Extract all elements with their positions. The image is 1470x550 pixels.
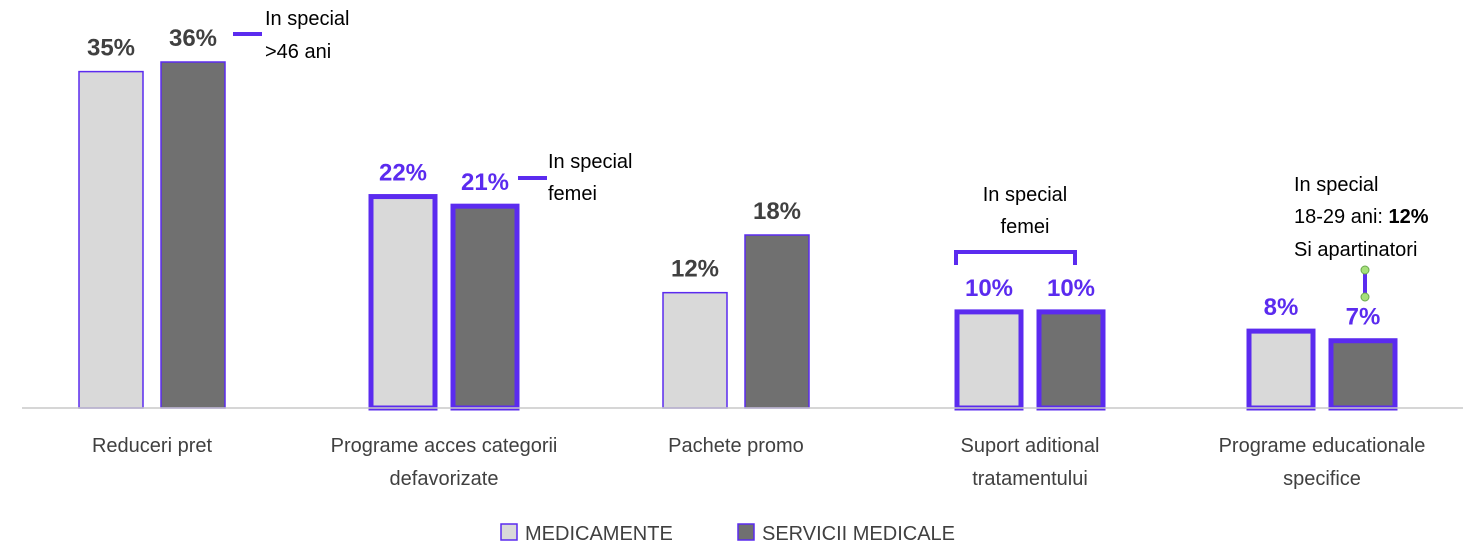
annotation-line: In special (983, 184, 1068, 206)
category-label: Suport aditional (961, 435, 1100, 457)
annotation-line: In special (265, 8, 350, 30)
category-label: Reduceri pret (92, 435, 213, 457)
category-label: tratamentului (972, 468, 1088, 490)
annotation-line: femei (548, 183, 597, 205)
value-label: 10% (965, 275, 1013, 302)
category-label: Pachete promo (668, 435, 804, 457)
bar-medicamente-reduceri-pret (78, 70, 144, 409)
bar-medicamente-programe-acces-categorii-defavorizate (368, 194, 438, 411)
annotation-line: femei (1001, 216, 1050, 238)
connector-handle (1360, 292, 1370, 302)
bar-servicii-medicale-pachete-promo (744, 234, 810, 409)
bar-medicamente-pachete-promo (662, 291, 728, 409)
category-label: defavorizate (390, 468, 499, 490)
category-label: Programe educationale (1219, 435, 1426, 457)
annotation-programe-acces: In special femei (518, 151, 633, 205)
bar-medicamente-suport-aditional-tratamentului (954, 309, 1024, 411)
legend-swatch-medicamente (500, 523, 518, 541)
bar-servicii-medicale-reduceri-pret (160, 61, 226, 409)
annotation-line: >46 ani (265, 41, 331, 63)
value-label: 10% (1047, 275, 1095, 302)
value-label: 8% (1264, 294, 1299, 321)
value-label: 12% (671, 256, 719, 283)
annotation-line: Si apartinatori (1294, 239, 1417, 261)
annotation-line: In special (1294, 174, 1379, 196)
value-label: 22% (379, 160, 427, 187)
value-label: 18% (753, 198, 801, 225)
annotation-bracket (954, 250, 1077, 265)
legend-swatch-servicii-medicale (737, 523, 755, 541)
annotation-bold-value: 12% (1389, 206, 1429, 228)
bar-servicii-medicale-programe-acces-categorii-defavorizate (450, 203, 520, 411)
annotation-line: 18-29 ani: 12% (1294, 206, 1429, 228)
legend-label-servicii-medicale: SERVICII MEDICALE (762, 523, 955, 545)
annotation-line: In special (548, 151, 633, 173)
bar-servicii-medicale-programe-educationale-specifice (1328, 338, 1398, 411)
legend-label-medicamente: MEDICAMENTE (525, 523, 673, 545)
bars-layer (78, 61, 1398, 411)
annotation-programe-educationale: In special 18-29 ani: 12% Si apartinator… (1294, 174, 1429, 302)
category-labels-layer: Reduceri pret Programe acces categorii def… (92, 435, 1425, 490)
bar-servicii-medicale-suport-aditional-tratamentului (1036, 309, 1106, 411)
legend: MEDICAMENTE SERVICII MEDICALE (500, 523, 955, 545)
legend-item-servicii-medicale: SERVICII MEDICALE (737, 523, 955, 545)
annotation-suport-aditional: In special femei (954, 184, 1077, 265)
value-labels-layer: 35% 36% 22% 21% 12% 18% 10% 10% 8% 7% (87, 25, 1380, 331)
value-label: 36% (169, 25, 217, 52)
bar-medicamente-programe-educationale-specifice (1246, 328, 1316, 411)
annotation-reduceri-pret: In special >46 ani (233, 8, 350, 63)
category-label: specifice (1283, 468, 1361, 490)
value-label: 21% (461, 169, 509, 196)
value-label: 35% (87, 35, 135, 62)
category-label: Programe acces categorii (331, 435, 558, 457)
value-label: 7% (1346, 304, 1381, 331)
legend-item-medicamente: MEDICAMENTE (500, 523, 673, 545)
connector-handle (1360, 265, 1370, 275)
annotation-text: 18-29 ani: (1294, 206, 1389, 228)
